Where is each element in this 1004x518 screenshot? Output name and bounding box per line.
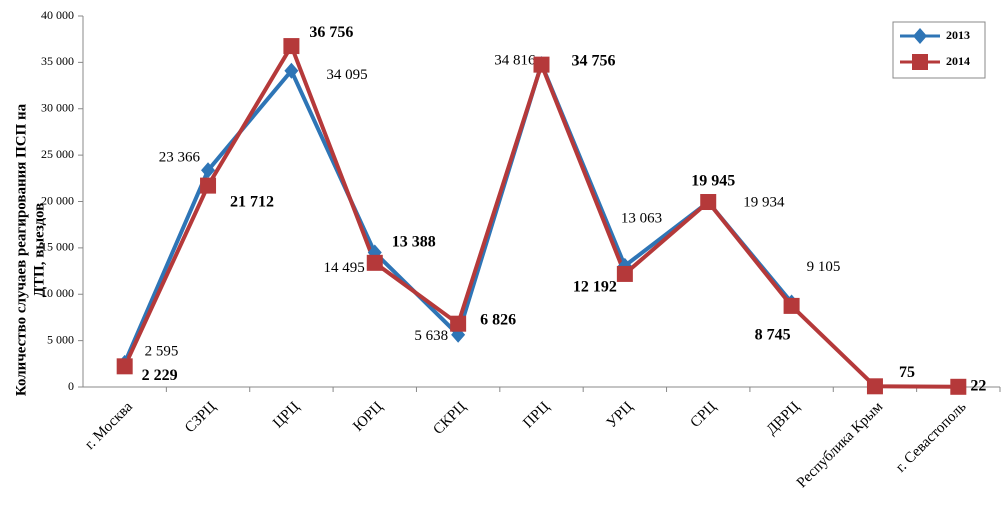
x-tick-label-group: ДВРЦ <box>764 399 803 438</box>
legend-box <box>892 21 986 79</box>
data-point <box>450 315 467 332</box>
x-tick-label: СЗРЦ <box>182 399 219 436</box>
x-tick-label-group: ЦРЦ <box>270 399 303 432</box>
y-axis-title: Количество случаев реагирования ПСП на Д… <box>13 103 47 396</box>
x-tick-label: ЮРЦ <box>350 399 386 435</box>
data-label: 8 745 <box>755 327 791 344</box>
legend-marker <box>912 54 928 70</box>
x-tick-label-group: СРЦ <box>688 399 720 431</box>
x-tick-label: Республика Крым <box>794 399 887 492</box>
y-tick-label: 25 000 <box>41 147 74 161</box>
y-tick-label: 40 000 <box>41 8 74 22</box>
y-tick-label: 15 000 <box>41 240 74 254</box>
x-tick-label-group: ЮРЦ <box>350 399 386 435</box>
x-tick-label: УРЦ <box>604 399 637 432</box>
x-tick-label-group: г. Севастополь <box>893 399 970 476</box>
x-tick-label: ДВРЦ <box>764 399 803 438</box>
data-label: 23 366 <box>159 150 201 166</box>
x-tick-label-group: г. Москва <box>82 399 136 453</box>
y-tick-label: 35 000 <box>41 54 74 68</box>
x-tick-label: ПРЦ <box>520 399 553 432</box>
series-line <box>122 41 959 389</box>
data-label: 36 756 <box>309 24 353 41</box>
data-label: 6 826 <box>480 311 516 328</box>
data-label: 14 495 <box>324 260 365 276</box>
data-label: 22 <box>970 377 986 394</box>
x-tick-label-group: Республика Крым <box>794 399 887 492</box>
data-point <box>200 177 217 194</box>
x-tick-label: ЦРЦ <box>270 399 303 432</box>
legend-label: 2014 <box>946 54 970 68</box>
data-point <box>284 62 299 79</box>
y-tick-label: 10 000 <box>41 286 74 300</box>
data-point <box>116 358 133 375</box>
legend-marker <box>913 28 927 44</box>
data-label: 34 756 <box>572 52 616 69</box>
data-label: 75 <box>899 364 915 381</box>
x-tick-label-group: ПРЦ <box>520 399 553 432</box>
data-point <box>616 265 633 282</box>
data-point <box>201 162 216 179</box>
x-tick-label: СРЦ <box>688 399 720 431</box>
data-point <box>700 194 717 211</box>
data-label: 19 945 <box>691 173 735 190</box>
legend-label: 2013 <box>946 28 970 42</box>
y-tick-label: 0 <box>68 379 74 393</box>
data-point <box>533 56 550 73</box>
data-label: 2 595 <box>145 343 179 359</box>
y-tick-label: 30 000 <box>41 101 74 115</box>
x-tick-label: СКРЦ <box>430 399 469 438</box>
data-point <box>950 378 967 395</box>
y-tick-label: 5 000 <box>47 332 74 346</box>
x-tick-label: г. Севастополь <box>893 399 970 476</box>
x-tick-label-group: СЗРЦ <box>182 399 219 436</box>
data-label: 12 192 <box>573 279 617 296</box>
data-label: 13 388 <box>392 233 436 250</box>
data-label: 34 095 <box>326 67 367 83</box>
data-label: 13 063 <box>621 210 662 226</box>
data-label: 2 229 <box>142 367 178 384</box>
y-axis-title-line: Количество случаев реагирования ПСП на <box>13 103 29 396</box>
x-tick-label-group: СКРЦ <box>430 399 469 438</box>
data-label: 9 105 <box>807 259 841 275</box>
data-point <box>866 378 883 395</box>
x-tick-label-group: УРЦ <box>604 399 637 432</box>
data-point <box>283 38 300 55</box>
data-label: 19 934 <box>743 195 785 211</box>
y-axis-title-line: ДТП, выездов <box>31 203 47 298</box>
data-label: 5 638 <box>414 328 448 344</box>
data-label: 34 816 <box>494 53 536 69</box>
y-tick-label: 20 000 <box>41 193 74 207</box>
x-tick-label: г. Москва <box>82 399 136 453</box>
data-point <box>366 254 383 271</box>
data-point <box>783 297 800 314</box>
data-label: 21 712 <box>230 193 274 210</box>
